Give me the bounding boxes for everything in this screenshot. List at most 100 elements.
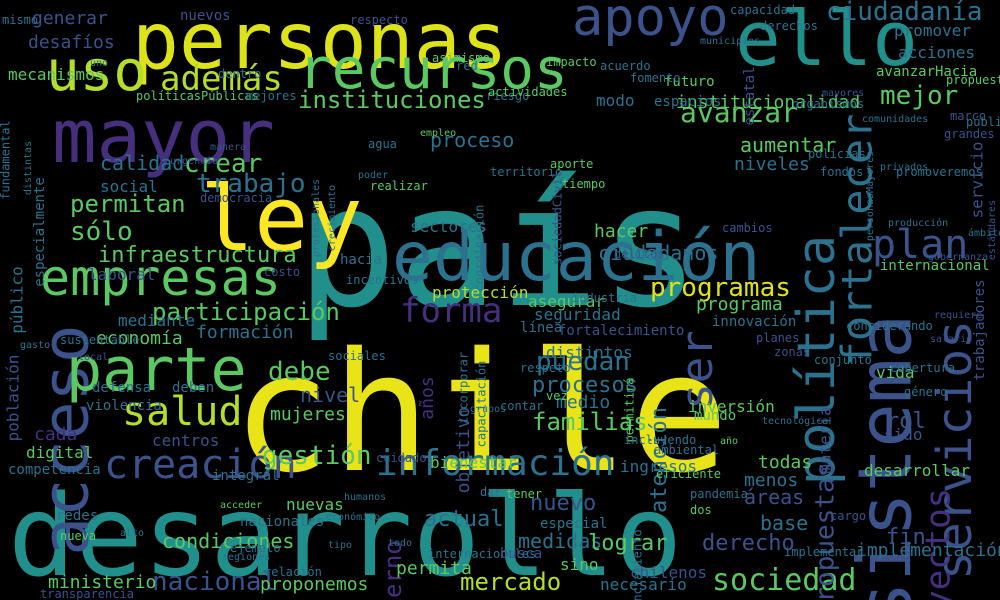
cloud-word: asimismo [432,51,490,65]
cloud-word: sociedad [712,563,857,598]
cloud-word: cobertura [890,361,955,375]
cloud-word: chile [232,317,729,509]
cloud-word: puedan [536,347,630,377]
cloud-word: ingresos [620,457,697,476]
cloud-word: implementar [784,545,863,559]
cloud-word: competencia [8,462,101,478]
cloud-word: tiempo [562,177,605,191]
cloud-word: sido [884,425,923,444]
cloud-word: todo [388,538,412,549]
cloud-word: ciudadanos [598,241,718,265]
cloud-word: sistema [843,314,929,600]
cloud-word: desarrollar [864,461,970,480]
cloud-word: salario [930,334,972,345]
cloud-word: actual [424,507,503,532]
cloud-word: línea [520,320,562,336]
cloud-word: respecto [350,13,408,27]
cloud-word: sectores [410,217,487,236]
cloud-word: planes [756,331,799,345]
cloud-word: delitos [614,247,665,261]
cloud-word: derechos [760,19,818,33]
cloud-word: permita [396,558,472,579]
cloud-word: ley [200,167,363,272]
cloud-word: social [100,177,158,196]
cloud-word: programa [696,294,783,315]
cloud-word: democracia [200,191,272,205]
cloud-word: dar [480,485,502,499]
cloud-word: promoveremos [896,165,983,179]
cloud-word: estatal [742,66,758,125]
cloud-word: capacidad [730,3,795,17]
cloud-word: incorporar [457,352,471,424]
cloud-word: protección [432,283,528,302]
cloud-word: proyectos [919,488,959,600]
cloud-word: nueva [60,529,96,543]
cloud-word: costo [264,265,300,279]
cloud-word: manera [210,142,246,153]
cloud-word: dos [690,503,712,517]
cloud-word: especialmente [32,177,48,287]
cloud-word: grandes [944,127,995,141]
cloud-word: mismo [2,13,38,27]
cloud-word: acceder [220,500,262,511]
cloud-word: trabajo [196,169,306,199]
cloud-word: digital [26,443,93,462]
cloud-word: incentivos [346,273,418,287]
cloud-word: poder [358,170,388,181]
cloud-word: menos [744,470,798,491]
cloud-word: nuevas [286,495,344,514]
cloud-word: mecanismos [8,65,104,84]
cloud-word: ambiental [654,443,719,457]
cloud-word: vida [876,363,915,382]
cloud-word: económico [326,511,380,523]
cloud-word: privados [880,162,928,173]
cloud-word: país [296,149,701,345]
cloud-word: proceso [430,128,514,152]
cloud-word: género [904,385,947,399]
cloud-word: comunidades [862,114,928,125]
cloud-word: estándares [986,200,998,260]
cloud-word: instituciones [298,86,486,114]
cloud-word: acceso [30,324,104,555]
cloud-word: desarrollo [8,472,682,600]
cloud-word: incluyendo [624,433,696,447]
cloud-word: sociedadCivil [551,171,565,265]
cloud-word: gobierno [379,540,407,600]
cloud-word: sustentable [60,333,139,347]
cloud-word: necesario [600,575,687,594]
cloud-word: violencia [86,398,162,414]
cloud-word: permitirá [623,377,637,442]
cloud-word: dentro [218,67,261,81]
cloud-word: lograr [588,531,667,556]
cloud-word: todas [758,452,812,473]
cloud-word: transparencia [40,587,134,600]
cloud-word: mujeres [270,404,346,425]
cloud-word: nuevo [530,491,596,516]
cloud-word: programas [650,273,791,303]
cloud-word: ámbito [968,227,1000,239]
cloud-word: ello [735,0,918,83]
cloud-word: mundo [694,408,736,424]
cloud-word: actividades [488,85,567,99]
cloud-word: mayores [822,88,864,99]
cloud-word: participación [152,298,340,326]
cloud-word: nacionales [240,514,324,530]
cloud-word: procesos [532,373,638,398]
cloud-word: aumentar [740,133,836,157]
cloud-word: recursos [298,37,568,102]
cloud-word: propuesta [946,73,1000,87]
cloud-word: empresas [40,249,281,307]
cloud-word: contar [500,399,543,413]
cloud-word: rol [886,409,926,434]
cloud-word: policías [808,147,866,161]
cloud-word: condiciones [162,529,294,553]
cloud-word: además [160,59,283,99]
cloud-word: personasMayores [865,151,876,241]
cloud-word: sino [560,555,599,574]
cloud-word: servicios [927,320,983,580]
cloud-word: medio [556,392,610,413]
cloud-word: base [760,511,808,535]
cloud-word: red [456,59,478,73]
